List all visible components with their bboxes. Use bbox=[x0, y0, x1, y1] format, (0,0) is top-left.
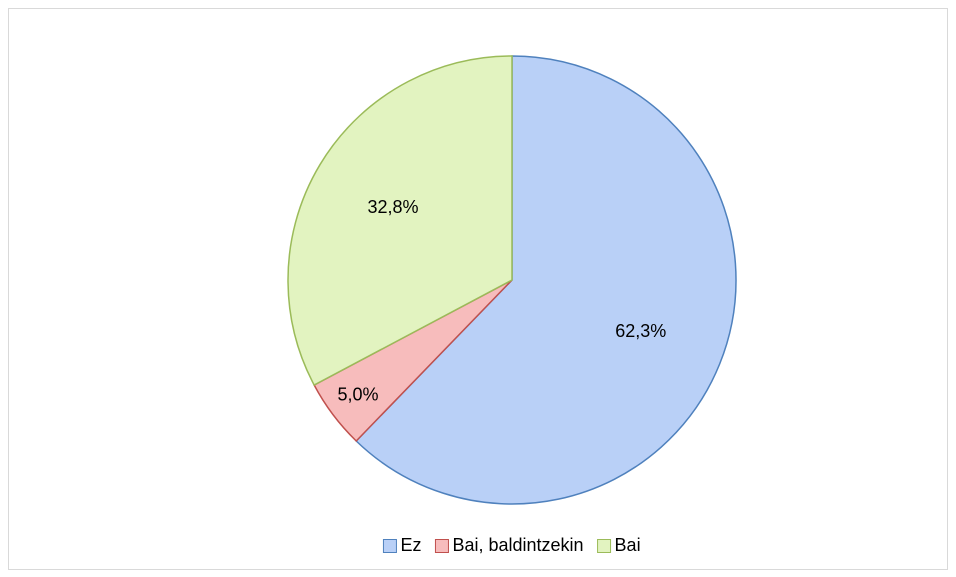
legend-swatch bbox=[382, 539, 397, 553]
data-label: 62,3% bbox=[615, 321, 666, 341]
data-label: 5,0% bbox=[338, 385, 379, 405]
legend-swatch bbox=[434, 539, 449, 553]
data-label: 32,8% bbox=[367, 197, 418, 217]
legend-swatch bbox=[597, 539, 612, 553]
legend-label: Ez bbox=[400, 535, 421, 555]
pie-slice bbox=[287, 55, 513, 387]
legend-label: Bai, baldintzekin bbox=[452, 535, 583, 555]
legend-label: Bai bbox=[615, 535, 641, 555]
pie-slice bbox=[355, 55, 737, 505]
